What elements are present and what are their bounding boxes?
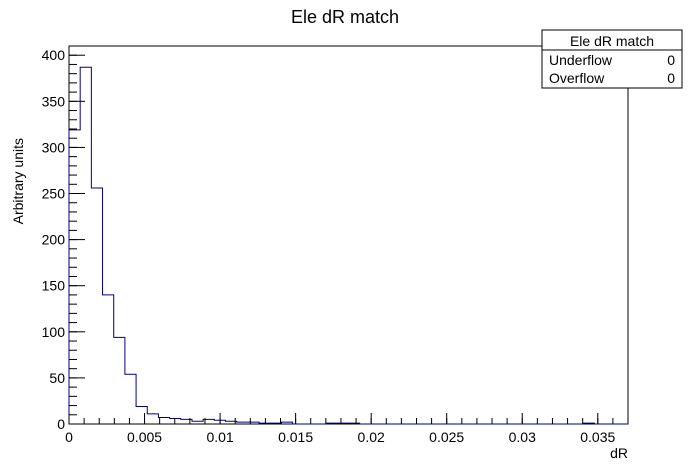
y-axis-label: Arbitrary units <box>10 138 26 224</box>
y-tick-label: 350 <box>42 93 66 109</box>
x-tick-label: 0.035 <box>580 429 615 445</box>
stats-overflow-label: Overflow <box>549 70 605 86</box>
axis-ticks: 0 0.005 0.01 0.015 0.02 0.025 0.03 0.035 0 50 100 1… <box>42 47 616 445</box>
stats-underflow-value: 0 <box>667 52 675 68</box>
chart-title: Ele dR match <box>291 7 399 27</box>
stats-box: Ele dR match Underflow 0 Overflow 0 <box>541 29 683 89</box>
y-tick-label: 50 <box>49 370 65 386</box>
y-tick-label: 150 <box>42 278 66 294</box>
plot-frame <box>68 45 629 425</box>
stats-box-frame <box>541 29 683 89</box>
y-tick-label: 100 <box>42 324 66 340</box>
x-tick-label: 0.03 <box>509 429 536 445</box>
y-tick-label: 0 <box>57 416 65 432</box>
y-tick-label: 250 <box>42 186 66 202</box>
stats-underflow-label: Underflow <box>549 52 613 68</box>
x-tick-label: 0.005 <box>127 429 162 445</box>
histogram-series <box>68 66 628 425</box>
stats-overflow-value: 0 <box>667 70 675 86</box>
x-tick-label: 0.01 <box>206 429 233 445</box>
x-tick-label: 0.02 <box>358 429 385 445</box>
stats-box-title: Ele dR match <box>570 33 654 49</box>
y-tick-label: 400 <box>42 47 66 63</box>
x-tick-label: 0 <box>65 429 73 445</box>
y-tick-label: 200 <box>42 232 66 248</box>
x-axis-label: dR <box>610 445 628 461</box>
x-tick-label: 0.015 <box>278 429 313 445</box>
x-tick-label: 0.025 <box>429 429 464 445</box>
histogram-outline <box>68 66 628 425</box>
y-tick-label: 300 <box>42 139 66 155</box>
